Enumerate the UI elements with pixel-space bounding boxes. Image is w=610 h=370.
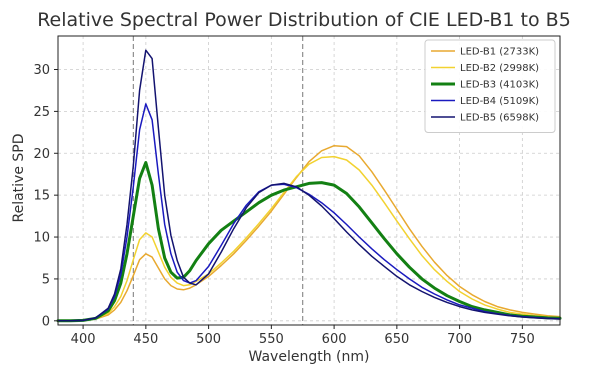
legend-label: LED-B1 (2733K): [460, 47, 539, 58]
x-tick-label: 750: [510, 332, 535, 347]
y-tick-label: 0: [42, 314, 50, 329]
y-tick-label: 15: [33, 189, 50, 204]
series-line-3: [56, 161, 562, 323]
legend-label: LED-B2 (2998K): [460, 63, 539, 74]
plot-frame: [57, 35, 561, 326]
x-tick-label: 450: [133, 332, 158, 347]
y-axis-label: Relative SPD: [11, 133, 27, 222]
series-line-2: [57, 155, 561, 322]
legend: LED-B1 (2733K) LED-B2 (2998K) LED-B3 (4103…: [424, 39, 556, 133]
axes: [57, 35, 561, 326]
y-tick-label: 20: [33, 147, 50, 162]
legend-box: [424, 39, 556, 133]
ticks: 400 450 500 550 600 650 700 750 0 5 10 15 20 25 30: [33, 63, 534, 347]
x-tick-label: 600: [322, 332, 347, 347]
y-tick-label: 5: [42, 272, 50, 287]
series-line-5: [57, 49, 561, 322]
series-lines: [56, 49, 562, 323]
x-tick-label: 650: [384, 332, 409, 347]
legend-label: LED-B3 (4103K): [460, 80, 539, 91]
legend-label: LED-B4 (5109K): [460, 96, 539, 107]
y-tick-label: 30: [33, 63, 50, 78]
y-tick-label: 10: [33, 231, 50, 246]
x-tick-label: 400: [71, 332, 96, 347]
x-tick-label: 500: [196, 332, 221, 347]
x-axis-label: Wavelength (nm): [249, 349, 370, 365]
y-tick-label: 25: [33, 105, 50, 120]
legend-label: LED-B5 (6598K): [460, 113, 539, 124]
x-tick-label: 550: [259, 332, 284, 347]
series-line-1: [57, 144, 561, 322]
x-tick-label: 700: [447, 332, 472, 347]
chart-title: Relative Spectral Power Distribution of …: [37, 9, 571, 31]
